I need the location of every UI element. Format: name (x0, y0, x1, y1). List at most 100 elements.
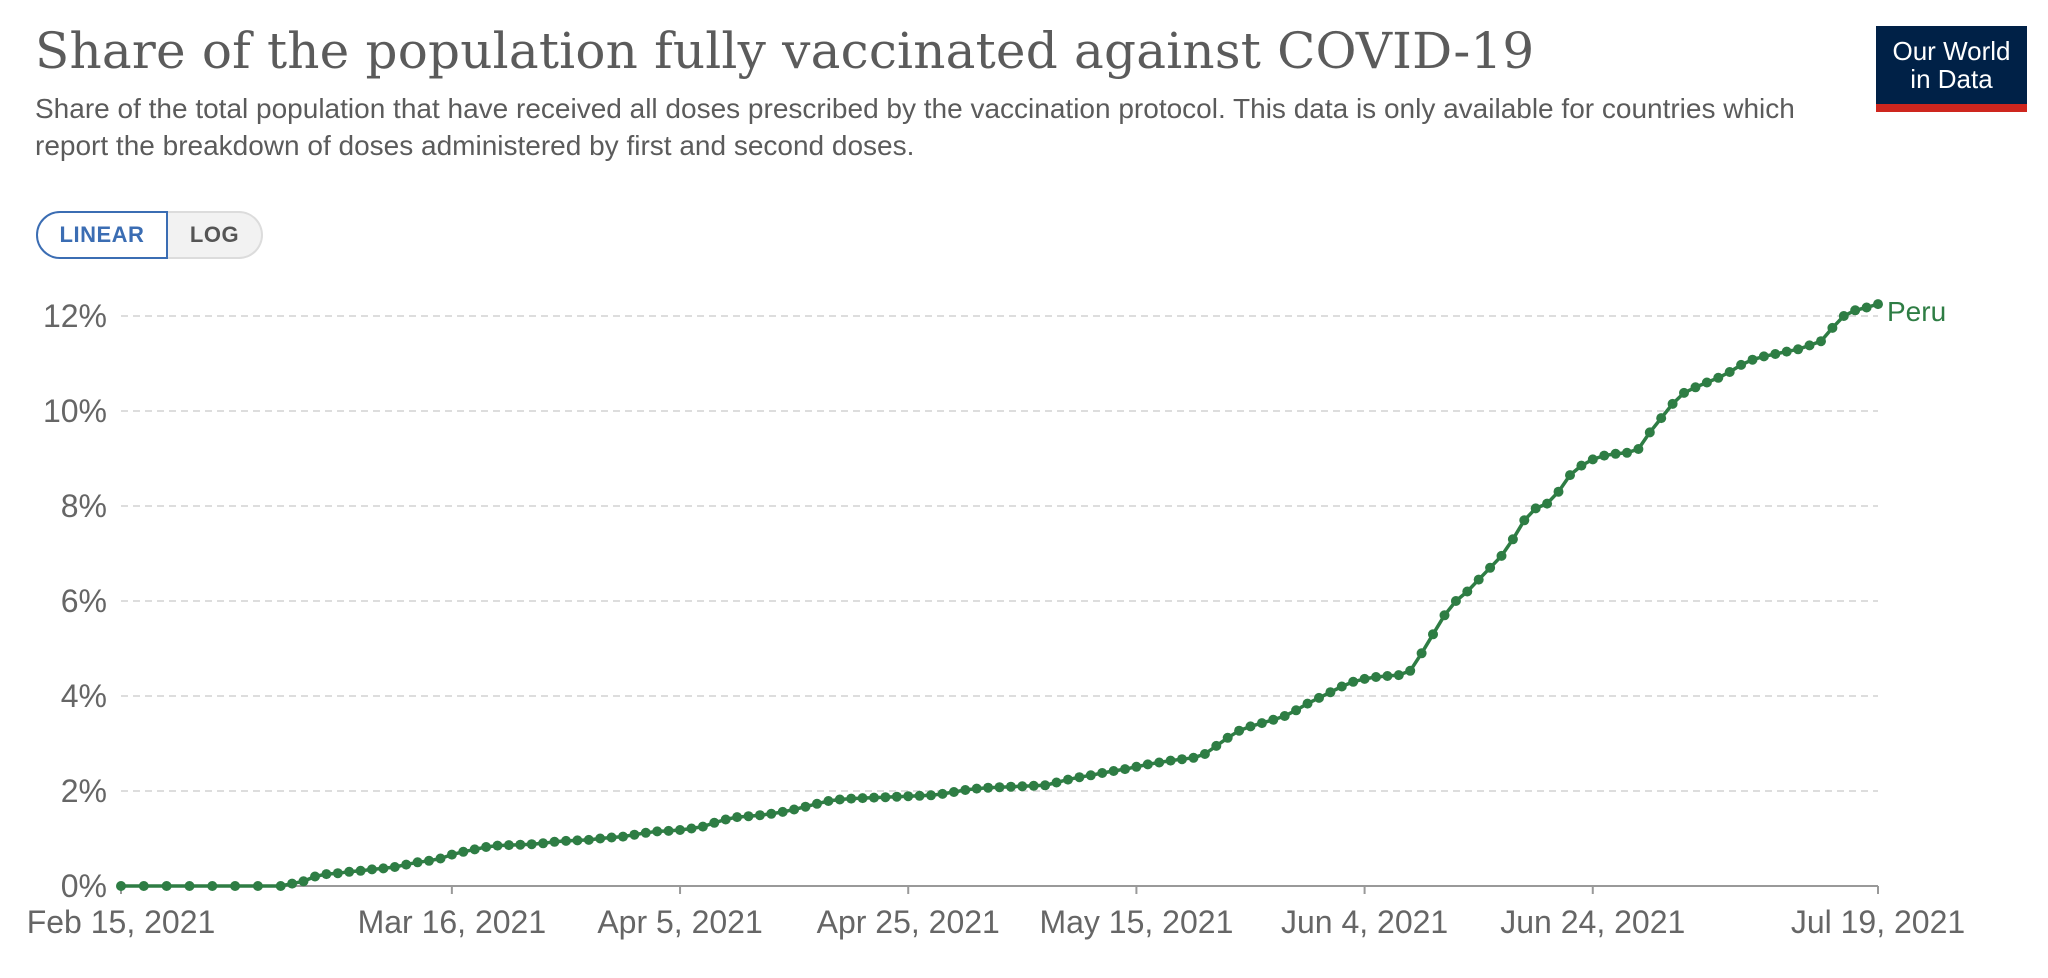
data-point[interactable] (697, 821, 708, 832)
linear-scale-button[interactable]: LINEAR (36, 211, 168, 259)
data-point[interactable] (1587, 454, 1598, 465)
data-point[interactable] (572, 835, 583, 846)
data-point[interactable] (1599, 450, 1610, 461)
data-point[interactable] (823, 796, 834, 806)
data-point[interactable] (310, 871, 320, 882)
data-point[interactable] (1496, 550, 1507, 561)
data-point[interactable] (914, 790, 925, 801)
data-point[interactable] (926, 790, 936, 801)
data-point[interactable] (1439, 610, 1450, 621)
data-point[interactable] (1713, 372, 1724, 383)
data-point[interactable] (389, 862, 400, 872)
data-point[interactable] (629, 829, 640, 840)
data-point[interactable] (595, 833, 606, 844)
data-point[interactable] (948, 787, 959, 797)
data-point[interactable] (1131, 761, 1142, 772)
data-point[interactable] (355, 865, 366, 876)
data-point[interactable] (1211, 740, 1222, 751)
data-point[interactable] (1838, 311, 1849, 321)
data-point[interactable] (1234, 725, 1245, 736)
data-point[interactable] (1359, 673, 1370, 684)
data-point[interactable] (663, 825, 674, 836)
data-point[interactable] (686, 823, 697, 834)
data-point[interactable] (960, 785, 971, 795)
data-point[interactable] (1336, 681, 1347, 692)
data-point[interactable] (458, 846, 469, 857)
data-point[interactable] (1542, 498, 1553, 509)
data-point[interactable] (481, 842, 492, 852)
data-point[interactable] (789, 804, 800, 815)
data-point[interactable] (526, 839, 537, 850)
data-point[interactable] (1028, 780, 1039, 791)
data-point[interactable] (1679, 387, 1689, 398)
data-point[interactable] (1245, 721, 1256, 732)
data-point[interactable] (435, 853, 446, 864)
data-point[interactable] (515, 839, 526, 850)
data-point[interactable] (937, 788, 948, 799)
data-point[interactable] (1222, 732, 1233, 743)
data-point[interactable] (1507, 534, 1518, 545)
data-point[interactable] (1063, 774, 1073, 785)
data-point[interactable] (321, 869, 332, 880)
data-point[interactable] (1462, 586, 1473, 597)
data-point[interactable] (1758, 351, 1769, 362)
data-point[interactable] (1736, 359, 1747, 370)
data-point[interactable] (1473, 574, 1484, 585)
owid-logo[interactable]: Our World in Data (1876, 26, 2027, 112)
data-point[interactable] (1530, 503, 1541, 514)
data-point[interactable] (1804, 340, 1815, 351)
data-point[interactable] (994, 782, 1005, 793)
data-point[interactable] (618, 831, 628, 842)
data-point[interactable] (606, 832, 617, 843)
data-point[interactable] (880, 792, 891, 803)
data-point[interactable] (754, 810, 765, 821)
data-point[interactable] (1633, 444, 1644, 454)
data-point[interactable] (1199, 749, 1210, 759)
data-point[interactable] (378, 863, 389, 874)
data-point[interactable] (1085, 770, 1096, 781)
data-point[interactable] (983, 782, 994, 793)
data-point[interactable] (869, 792, 879, 803)
data-point[interactable] (1120, 764, 1130, 775)
data-point[interactable] (846, 793, 857, 804)
data-point[interactable] (1428, 629, 1438, 640)
data-point[interactable] (1519, 515, 1530, 526)
data-point[interactable] (1770, 349, 1781, 359)
data-point[interactable] (1051, 777, 1062, 788)
data-point[interactable] (492, 840, 503, 851)
data-point[interactable] (1485, 562, 1496, 573)
data-point[interactable] (287, 878, 298, 889)
data-point[interactable] (857, 793, 868, 804)
data-point[interactable] (1279, 711, 1290, 721)
data-point[interactable] (1268, 714, 1279, 725)
data-point[interactable] (344, 866, 355, 877)
data-point[interactable] (1667, 398, 1678, 409)
data-point[interactable] (640, 827, 651, 838)
data-point[interactable] (207, 881, 218, 891)
data-point[interactable] (1291, 705, 1302, 716)
data-point[interactable] (1610, 448, 1621, 459)
data-point[interactable] (184, 881, 195, 891)
data-point[interactable] (1701, 377, 1712, 388)
data-point[interactable] (252, 881, 263, 891)
data-point[interactable] (891, 791, 902, 802)
data-point[interactable] (1371, 672, 1381, 682)
data-point[interactable] (1314, 692, 1324, 703)
data-point[interactable] (161, 881, 172, 891)
data-point[interactable] (1005, 781, 1016, 792)
data-point[interactable] (1348, 676, 1359, 687)
data-point[interactable] (1416, 648, 1427, 659)
data-point[interactable] (675, 825, 685, 835)
data-point[interactable] (1781, 346, 1792, 357)
data-point[interactable] (1302, 698, 1313, 709)
data-point[interactable] (367, 864, 377, 875)
data-point[interactable] (732, 812, 743, 823)
data-point[interactable] (1861, 302, 1872, 313)
data-point[interactable] (1177, 754, 1187, 765)
data-point[interactable] (743, 811, 754, 822)
data-point[interactable] (652, 826, 663, 837)
data-point[interactable] (1450, 596, 1461, 606)
data-point[interactable] (1405, 665, 1416, 676)
data-point[interactable] (1097, 768, 1108, 778)
data-point[interactable] (1747, 354, 1758, 365)
